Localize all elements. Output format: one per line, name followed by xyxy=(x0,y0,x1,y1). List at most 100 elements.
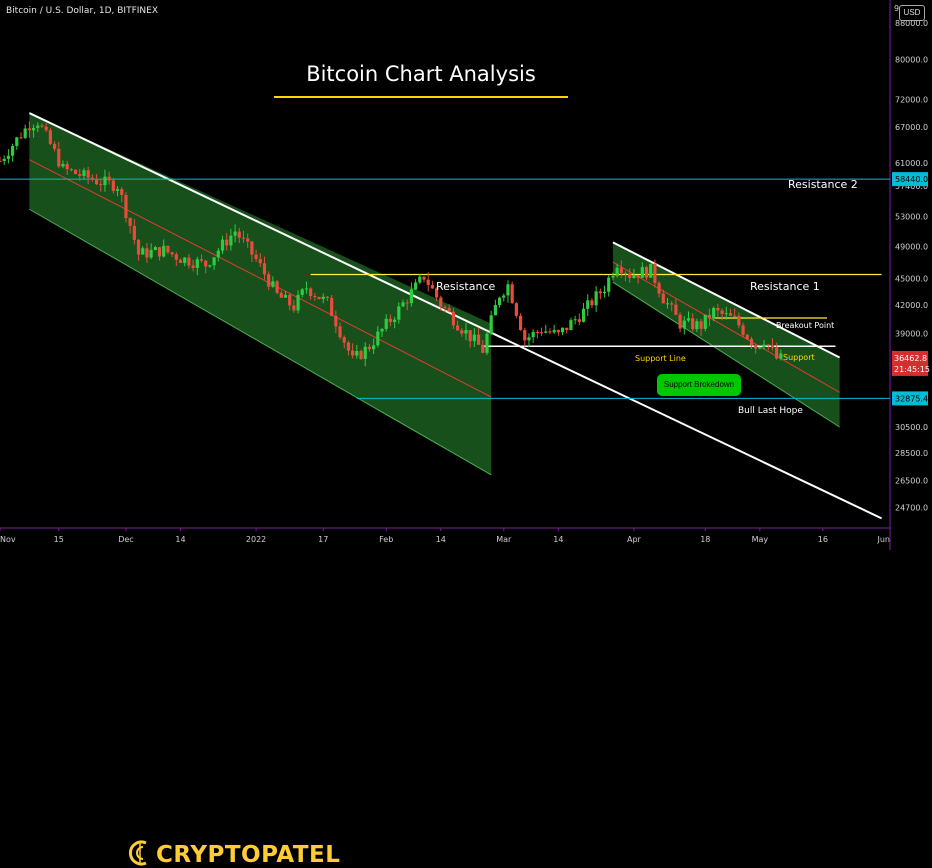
y-axis-top-label: 9 xyxy=(894,4,899,13)
y-tick-label: 45000.0 xyxy=(895,275,928,284)
candle-body xyxy=(309,288,313,297)
candle-body xyxy=(191,265,195,268)
candle-body xyxy=(422,276,426,280)
candle-body xyxy=(615,267,619,276)
candle-body xyxy=(183,257,187,264)
candle-body xyxy=(132,225,136,240)
candle-body xyxy=(594,291,598,306)
candle-body xyxy=(497,297,502,306)
candle-body xyxy=(737,316,741,326)
candle-body xyxy=(409,289,414,304)
channel-2-fill xyxy=(612,242,840,427)
candle-body xyxy=(435,288,439,298)
candle-body xyxy=(414,282,418,290)
candle-body xyxy=(632,275,636,279)
candle-body xyxy=(136,239,141,255)
candle-body xyxy=(653,263,657,283)
candle-body xyxy=(393,319,397,322)
channels xyxy=(28,112,883,520)
candle-body xyxy=(6,155,10,159)
x-tick-label: 17 xyxy=(318,535,328,544)
candle-body xyxy=(447,307,451,312)
last-price-tag-bg xyxy=(892,350,928,376)
brand-c-icon xyxy=(128,840,147,866)
candle-body xyxy=(699,321,703,329)
candle-body xyxy=(300,289,304,295)
price-tag-label: 32875.4 xyxy=(895,394,928,403)
candle-body xyxy=(464,330,468,334)
candle-body xyxy=(0,160,2,162)
candle-body xyxy=(351,350,355,356)
candle-body xyxy=(439,297,443,307)
candle-body xyxy=(52,143,57,149)
candle-body xyxy=(686,318,691,321)
candle-body xyxy=(775,347,779,359)
candle-body xyxy=(241,237,246,239)
candle-body xyxy=(548,331,552,333)
candle-body xyxy=(607,277,611,292)
y-tick-label: 80000.0 xyxy=(895,55,928,64)
candle-body xyxy=(313,296,317,298)
x-tick-label: 14 xyxy=(553,535,563,544)
x-tick-label: 14 xyxy=(436,535,446,544)
candle-body xyxy=(275,281,279,293)
channel-2-mid xyxy=(612,261,840,393)
candle-body xyxy=(187,257,191,266)
candle-body xyxy=(443,306,447,308)
candle-body xyxy=(539,332,544,334)
candle-body xyxy=(199,259,204,261)
candle-body xyxy=(372,345,376,350)
candle-body xyxy=(590,300,594,306)
candle-body xyxy=(695,321,699,330)
price-tag-label: 58440.0 xyxy=(895,175,928,184)
candle-body xyxy=(577,319,581,322)
candle-body xyxy=(602,291,607,294)
currency-button[interactable]: USD xyxy=(899,5,925,21)
last-price-label: 36462.8 xyxy=(894,354,927,363)
candle-body xyxy=(472,334,476,342)
candle-body xyxy=(770,345,775,348)
candle-body xyxy=(346,342,351,351)
y-tick-label: 53000.0 xyxy=(895,212,928,221)
candle-body xyxy=(426,279,430,286)
axes: 24700.0 26500.0 28500.0 30500.0 32875.4 36462… xyxy=(0,4,930,544)
candle-body xyxy=(569,320,573,331)
candle-body xyxy=(766,344,770,346)
candle-body xyxy=(48,130,52,144)
price-chart[interactable]: 24700.0 26500.0 28500.0 30500.0 32875.4 36462… xyxy=(0,0,932,550)
candle-body xyxy=(581,308,586,322)
candle-body xyxy=(489,315,493,334)
candle-body xyxy=(157,247,162,257)
candle-body xyxy=(27,128,31,131)
candle-body xyxy=(665,303,670,305)
candle-body xyxy=(661,293,665,304)
candle-body xyxy=(636,275,640,278)
candle-body xyxy=(678,314,682,329)
candle-body xyxy=(149,250,153,258)
candle-body xyxy=(107,176,111,181)
candle-body xyxy=(493,305,497,316)
candle-body xyxy=(31,127,36,131)
candle-body xyxy=(262,263,267,275)
candle-body xyxy=(518,315,523,331)
candle-body xyxy=(460,330,464,334)
x-tick-label: Mar xyxy=(496,535,512,544)
candle-body xyxy=(749,338,754,346)
candle-body xyxy=(279,292,283,298)
candle-body xyxy=(174,254,178,260)
y-tick-label: 28500.0 xyxy=(895,449,928,458)
candle-body xyxy=(586,300,590,309)
candle-body xyxy=(23,128,27,138)
y-tick-label: 49000.0 xyxy=(895,242,928,251)
candle-body xyxy=(611,275,615,278)
candles xyxy=(0,121,783,367)
candle-body xyxy=(544,331,548,333)
candle-body xyxy=(363,346,367,359)
candle-body xyxy=(745,334,749,339)
candle-body xyxy=(283,294,288,298)
candle-body xyxy=(481,344,485,353)
y-tick-label: 30500.0 xyxy=(895,423,928,432)
candle-body xyxy=(204,260,208,267)
symbol-header: Bitcoin / U.S. Dollar, 1D, BITFINEX xyxy=(6,6,158,16)
candle-body xyxy=(338,326,342,338)
